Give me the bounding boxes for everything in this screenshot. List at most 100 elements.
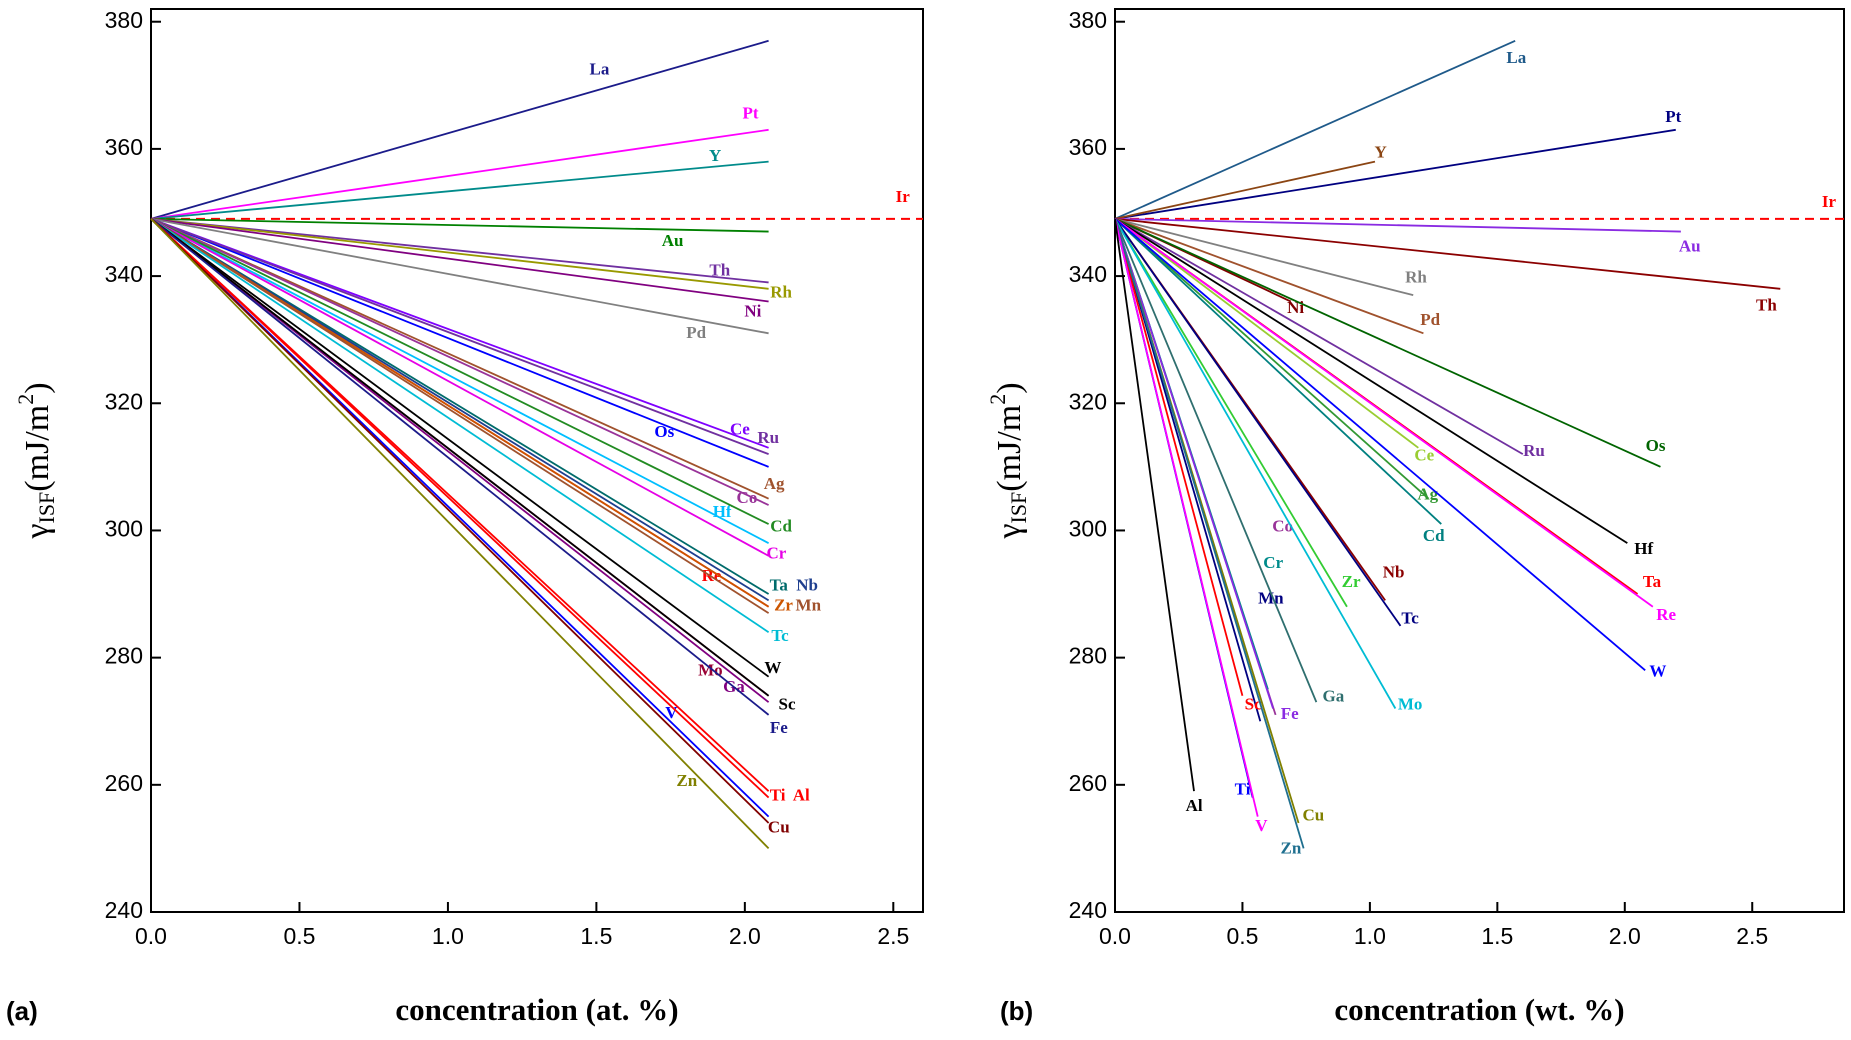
y-axis-label-part: ) bbox=[19, 382, 56, 393]
series-label: Re bbox=[1656, 605, 1676, 624]
series-label: Al bbox=[1186, 796, 1203, 815]
series-line bbox=[150, 218, 769, 500]
series-label: Au bbox=[662, 231, 684, 250]
y-axis-label-part: γ bbox=[19, 524, 56, 540]
y-tick-label: 320 bbox=[1069, 388, 1107, 414]
series-label: Ag bbox=[1417, 485, 1438, 504]
series-label: W bbox=[764, 658, 781, 677]
series-line bbox=[150, 218, 769, 455]
series-label: Sc bbox=[779, 695, 796, 714]
series-line bbox=[1114, 217, 1414, 297]
series-label: Rh bbox=[1405, 267, 1427, 286]
series-label: Nb bbox=[1383, 562, 1405, 581]
series-line bbox=[150, 218, 770, 557]
series-line bbox=[1114, 218, 1402, 627]
series-label: Fe bbox=[1281, 704, 1299, 723]
x-axis-label: concentration (at. %) bbox=[395, 992, 678, 1027]
series-label: Pt bbox=[1665, 107, 1681, 126]
series-label: Sc bbox=[1245, 695, 1262, 714]
series-line bbox=[1114, 218, 1424, 335]
series-line bbox=[1114, 160, 1376, 220]
y-tick-label: 380 bbox=[1069, 7, 1107, 33]
series-line bbox=[150, 217, 769, 335]
series-label: Ir bbox=[896, 187, 911, 206]
plot-frame bbox=[150, 8, 924, 913]
series-label: Tc bbox=[1401, 608, 1419, 627]
series-label: Au bbox=[1679, 237, 1701, 256]
series-line bbox=[150, 217, 769, 303]
x-tick-label: 2.5 bbox=[877, 923, 909, 949]
series-line bbox=[150, 218, 770, 697]
series-label: Os bbox=[654, 422, 674, 441]
series-label: Ta bbox=[770, 575, 789, 594]
series-label: Cr bbox=[1263, 553, 1283, 572]
series-line bbox=[1114, 218, 1397, 709]
series-label: W bbox=[1649, 662, 1666, 681]
series-line bbox=[150, 218, 770, 595]
series-label: V bbox=[665, 703, 678, 722]
series-label: Cd bbox=[1423, 526, 1445, 545]
series-label: Tc bbox=[771, 626, 789, 645]
y-axis-label-part: 2 bbox=[985, 394, 1010, 405]
series-line bbox=[1114, 218, 1259, 817]
y-tick-label: 320 bbox=[105, 388, 143, 414]
series-label: Cr bbox=[767, 544, 787, 563]
series-label: Y bbox=[709, 146, 721, 165]
x-tick-label: 2.5 bbox=[1736, 923, 1768, 949]
series-line bbox=[1114, 218, 1524, 455]
series-label: Al bbox=[793, 785, 810, 804]
series-line bbox=[1114, 217, 1781, 290]
y-tick-label: 260 bbox=[105, 770, 143, 796]
y-tick-label: 240 bbox=[1069, 897, 1107, 923]
series-label: Y bbox=[1374, 142, 1386, 161]
series-label: La bbox=[590, 60, 610, 79]
panel: 240 260 280 300 320 340 360 380 0.0 0.5 1.0 1.5 2.0 2… bbox=[6, 7, 924, 1027]
y-tick-label: 260 bbox=[1069, 770, 1107, 796]
x-tick-label: 0.5 bbox=[1226, 923, 1258, 949]
series-line bbox=[1114, 218, 1628, 544]
series-label: Rh bbox=[770, 283, 792, 302]
y-axis-label-part: ISF bbox=[1006, 492, 1031, 524]
y-tick-label: 280 bbox=[105, 643, 143, 669]
y-tick-label: 280 bbox=[1069, 643, 1107, 669]
series-label: Ti bbox=[770, 785, 786, 804]
y-axis-label-part: (mJ/m bbox=[991, 405, 1028, 492]
series-label: Pt bbox=[742, 103, 758, 122]
y-axis-label-part: γ bbox=[991, 524, 1028, 540]
series-line bbox=[150, 218, 770, 633]
series-label: V bbox=[1255, 816, 1268, 835]
x-tick-label: 1.5 bbox=[1481, 923, 1513, 949]
x-tick-label: 2.0 bbox=[1609, 923, 1641, 949]
series-line bbox=[1114, 217, 1681, 233]
series-label: Hf bbox=[713, 502, 732, 521]
series-line bbox=[1114, 218, 1348, 608]
series-line bbox=[1114, 218, 1244, 697]
series-line bbox=[150, 39, 769, 220]
series-line bbox=[150, 218, 770, 678]
y-axis-label-part: (mJ/m bbox=[19, 405, 56, 492]
y-axis-label-part: 2 bbox=[13, 394, 38, 405]
series-line bbox=[150, 218, 770, 716]
series-line bbox=[150, 160, 769, 220]
series-label: Zn bbox=[676, 771, 697, 790]
x-tick-label: 0.5 bbox=[283, 923, 315, 949]
series-label: Ag bbox=[764, 474, 785, 493]
series-line bbox=[150, 217, 769, 290]
x-axis-label: concentration (wt. %) bbox=[1334, 992, 1624, 1027]
series-line bbox=[150, 217, 769, 284]
series-line bbox=[150, 218, 770, 799]
x-tick-label: 1.5 bbox=[580, 923, 612, 949]
series-line bbox=[1114, 218, 1646, 672]
series-label: Ru bbox=[1523, 441, 1545, 460]
x-tick-label: 2.0 bbox=[729, 923, 761, 949]
series-label: Th bbox=[709, 260, 730, 279]
plot-frame bbox=[1114, 8, 1845, 913]
series-label: Ce bbox=[730, 420, 750, 439]
series-label: Ir bbox=[1822, 192, 1837, 211]
series-label: Mo bbox=[698, 660, 723, 679]
series-line bbox=[1114, 218, 1318, 703]
panel: 240 260 280 300 320 340 360 380 0.0 0.5 1.0 1.5 2.0 2… bbox=[985, 7, 1845, 1027]
series-label: Cu bbox=[1302, 805, 1324, 824]
series-label: Mn bbox=[796, 595, 822, 614]
series-label: Pd bbox=[686, 323, 706, 342]
